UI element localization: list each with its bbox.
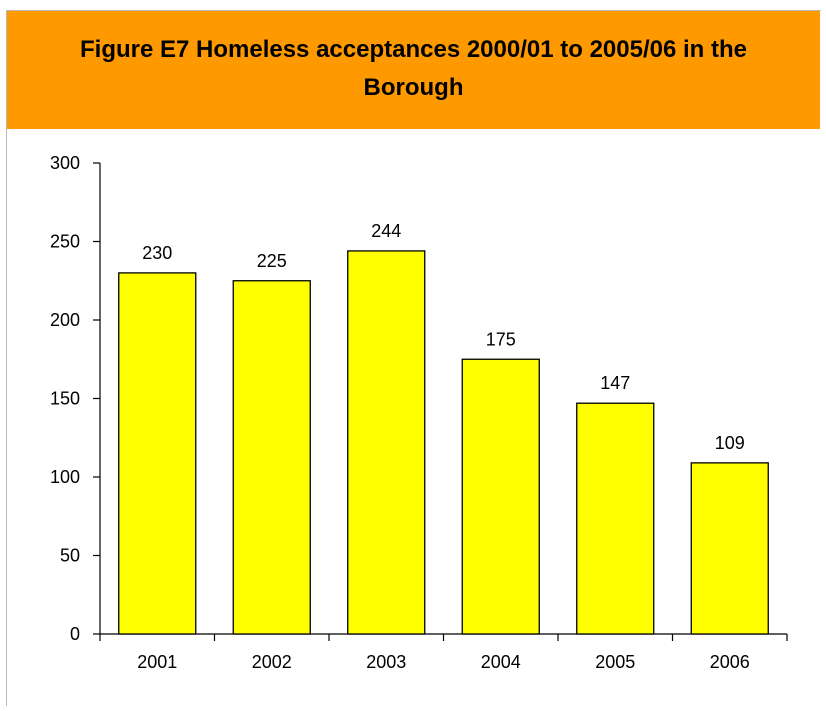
bar-2005 [576,402,655,635]
title-band: Figure E7 Homeless acceptances 2000/01 t… [7,11,820,129]
chart-title: Figure E7 Homeless acceptances 2000/01 t… [79,36,747,101]
bar-2001 [118,272,197,635]
y-tick-label: 250 [50,232,80,252]
data-labels: 230 225 244 175 147 109 [142,221,745,453]
bar-2002 [232,280,311,635]
x-tick-label: 2001 [137,652,177,672]
axes: 0 50 100 150 200 250 300 2001 2002 2003 2004 2005 20… [50,153,788,672]
y-tick-label: 150 [50,389,80,409]
data-label-2006: 109 [715,433,745,453]
data-label-2002: 225 [257,251,287,271]
y-tick-label: 300 [50,153,80,173]
data-label-2001: 230 [142,243,172,263]
bar-2004 [461,358,540,635]
y-tick-label: 50 [60,546,80,566]
data-label-2005: 147 [600,373,630,393]
chart-frame [6,10,821,706]
x-tick-label: 2006 [710,652,750,672]
bar-2003 [347,250,426,635]
y-tick-label: 100 [50,467,80,487]
data-label-2004: 175 [486,329,516,349]
bars [118,250,769,635]
y-tick-label: 0 [70,624,80,644]
data-label-2003: 244 [371,221,401,241]
y-tick-label: 200 [50,310,80,330]
x-tick-label: 2004 [481,652,521,672]
x-tick-label: 2002 [252,652,292,672]
x-tick-label: 2003 [366,652,406,672]
x-tick-label: 2005 [595,652,635,672]
bar-2006 [690,462,769,635]
